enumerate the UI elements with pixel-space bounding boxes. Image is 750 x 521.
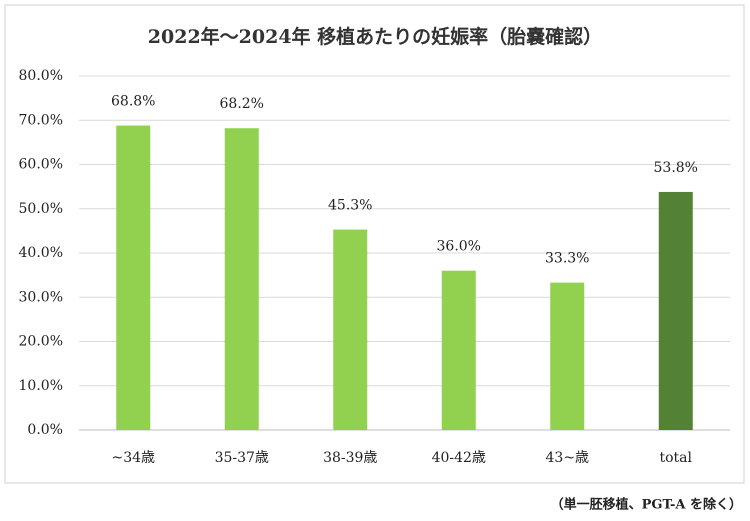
x-tick-label: 43~歳 [545, 450, 589, 466]
y-tick-label: 20.0% [19, 334, 63, 350]
y-tick-label: 50.0% [19, 201, 63, 217]
data-label: 68.8% [111, 94, 155, 110]
chart-title: 2022年～2024年 移植あたりの妊娠率（胎嚢確認） [148, 25, 602, 48]
bar [333, 229, 368, 430]
data-label: 45.3% [328, 198, 372, 214]
x-tick-label: 35-37歳 [215, 450, 269, 466]
y-tick-label: 70.0% [19, 112, 63, 128]
y-tick-label: 60.0% [19, 157, 63, 173]
x-tick-label: 38-39歳 [323, 450, 377, 466]
x-tick-label: 40-42歳 [432, 450, 486, 466]
data-label: 68.2% [220, 96, 264, 112]
x-tick-label: ~34歳 [111, 450, 155, 466]
bar [224, 128, 259, 430]
y-tick-label: 30.0% [19, 289, 63, 305]
x-tick-label: total [659, 450, 692, 466]
bar [658, 191, 693, 430]
y-tick-label: 10.0% [19, 378, 63, 394]
bar [441, 270, 476, 430]
y-tick-label: 0.0% [27, 422, 63, 438]
y-tick-label: 80.0% [19, 68, 63, 84]
bar [550, 282, 585, 430]
bar [116, 125, 151, 430]
chart-border [4, 4, 745, 484]
note: （単一胚移植、PGT-A を除く） [551, 497, 742, 513]
data-label: 53.8% [654, 160, 698, 176]
y-tick-label: 40.0% [19, 245, 63, 261]
data-label: 33.3% [545, 251, 589, 267]
data-label: 36.0% [437, 239, 481, 255]
